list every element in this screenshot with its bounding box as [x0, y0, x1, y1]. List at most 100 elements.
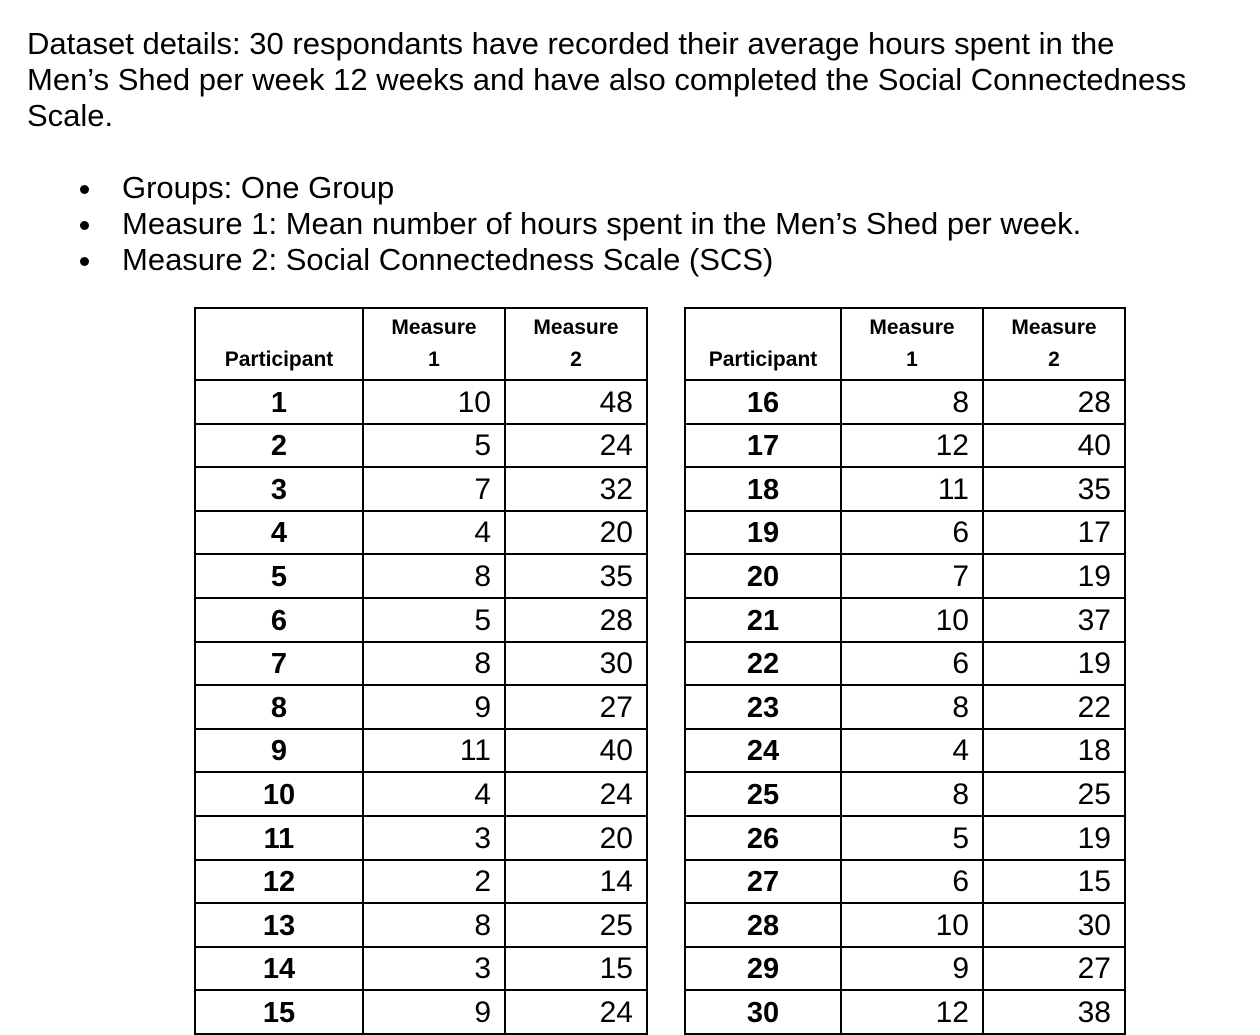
measure-value-cell: 7	[362, 466, 506, 512]
measure-value-cell: 15	[982, 858, 1126, 905]
measure-value-cell: 27	[504, 684, 648, 730]
measure1-header-line2: 1	[906, 348, 918, 371]
measure2-column-header: Measure 2	[504, 307, 648, 381]
measure-value-cell: 35	[504, 553, 648, 599]
participant-id-cell: 27	[684, 858, 842, 905]
table-row: 9 11 40	[194, 727, 648, 774]
measure-value-cell: 14	[504, 858, 648, 905]
measure2-header-line1: Measure	[1011, 316, 1097, 339]
participant-id-cell: 8	[194, 684, 364, 730]
measure-value-cell: 4	[362, 771, 506, 817]
measure-value-cell: 6	[840, 509, 984, 556]
measure1-header-line1: Measure	[391, 316, 477, 339]
participant-id-cell: 17	[684, 422, 842, 469]
measure-value-cell: 15	[504, 945, 648, 992]
measure-value-cell: 8	[840, 379, 984, 425]
measure-value-cell: 24	[504, 422, 648, 469]
measure-value-cell: 32	[504, 466, 648, 512]
measure-value-cell: 8	[362, 553, 506, 599]
table-row: 17 12 40	[684, 422, 1126, 469]
measure-value-cell: 20	[504, 814, 648, 861]
measure-value-cell: 6	[840, 858, 984, 905]
measure1-header-line2: 1	[428, 348, 440, 371]
measure-value-cell: 19	[982, 640, 1126, 687]
table-row: 11 3 20	[194, 814, 648, 861]
measure-value-cell: 18	[982, 727, 1126, 774]
measure-value-cell: 28	[982, 379, 1126, 425]
bullet-list: Groups: One Group Measure 1: Mean number …	[80, 170, 1260, 278]
measure-value-cell: 48	[504, 379, 648, 425]
measure-value-cell: 10	[840, 902, 984, 948]
participant-id-cell: 3	[194, 466, 364, 512]
measure-value-cell: 8	[362, 640, 506, 687]
measure2-header-line2: 2	[1048, 348, 1060, 371]
measure1-column-header: Measure 1	[362, 307, 506, 381]
table-row: 28 10 30	[684, 902, 1126, 948]
table-row: 25 8 25	[684, 771, 1126, 817]
table-row: 8 9 27	[194, 684, 648, 730]
measure-value-cell: 6	[840, 640, 984, 687]
measure-value-cell: 25	[504, 902, 648, 948]
measure-value-cell: 25	[982, 771, 1126, 817]
measure2-header-line1: Measure	[533, 316, 619, 339]
dataset-details-paragraph: Dataset details: 30 respondants have rec…	[27, 26, 1260, 134]
participant-id-cell: 12	[194, 858, 364, 905]
participant-table-left: Participant Measure 1 Measure 2 1 10 48 2 5 2…	[194, 307, 648, 1035]
participant-id-cell: 24	[684, 727, 842, 774]
participant-id-cell: 23	[684, 684, 842, 730]
bullet-item: Measure 2: Social Connectedness Scale (S…	[80, 242, 1260, 278]
table-row: 29 9 27	[684, 945, 1126, 992]
table-row: 16 8 28	[684, 379, 1126, 425]
measure-value-cell: 40	[982, 422, 1126, 469]
measure1-header-line1: Measure	[869, 316, 955, 339]
table-right-header: Participant Measure 1 Measure 2	[684, 307, 1126, 381]
table-row: 6 5 28	[194, 596, 648, 643]
measure-value-cell: 27	[982, 945, 1126, 992]
measure-value-cell: 24	[504, 771, 648, 817]
measure-value-cell: 9	[840, 945, 984, 992]
participant-id-cell: 20	[684, 553, 842, 599]
measure-value-cell: 35	[982, 466, 1126, 512]
measure-value-cell: 19	[982, 553, 1126, 599]
header-row: Participant Measure 1 Measure 2	[194, 307, 648, 381]
measure-value-cell: 24	[504, 989, 648, 1035]
table-row: 14 3 15	[194, 945, 648, 992]
measure-value-cell: 5	[362, 596, 506, 643]
measure1-column-header: Measure 1	[840, 307, 984, 381]
measure-value-cell: 8	[840, 684, 984, 730]
participant-column-header: Participant	[194, 307, 364, 381]
table-left-header: Participant Measure 1 Measure 2	[194, 307, 648, 381]
measure-value-cell: 10	[840, 596, 984, 643]
table-row: 24 4 18	[684, 727, 1126, 774]
table-row: 7 8 30	[194, 640, 648, 687]
participant-id-cell: 18	[684, 466, 842, 512]
table-right-body: 16 8 28 17 12 40 18 11 35 19 6 17 20 7 19 21 10 37 22 6 19 23…	[684, 379, 1126, 1035]
measure-value-cell: 12	[840, 422, 984, 469]
participant-id-cell: 13	[194, 902, 364, 948]
participant-id-cell: 2	[194, 422, 364, 469]
measure-value-cell: 4	[840, 727, 984, 774]
measure-value-cell: 12	[840, 989, 984, 1035]
participant-column-header: Participant	[684, 307, 842, 381]
measure-value-cell: 9	[362, 989, 506, 1035]
table-row: 22 6 19	[684, 640, 1126, 687]
participant-id-cell: 11	[194, 814, 364, 861]
measure-value-cell: 30	[504, 640, 648, 687]
measure-value-cell: 40	[504, 727, 648, 774]
tables-container: Participant Measure 1 Measure 2 1 10 48 2 5 2…	[194, 307, 1260, 1035]
table-row: 2 5 24	[194, 422, 648, 469]
participant-id-cell: 5	[194, 553, 364, 599]
measure-value-cell: 5	[362, 422, 506, 469]
table-row: 30 12 38	[684, 989, 1126, 1035]
measure-value-cell: 38	[982, 989, 1126, 1035]
participant-id-cell: 1	[194, 379, 364, 425]
measure-value-cell: 37	[982, 596, 1126, 643]
measure-value-cell: 7	[840, 553, 984, 599]
participant-id-cell: 28	[684, 902, 842, 948]
table-left-body: 1 10 48 2 5 24 3 7 32 4 4 20 5 8 35 6 5 28 7 8 30 8 9 27 9 11 40 10…	[194, 379, 648, 1035]
table-row: 26 5 19	[684, 814, 1126, 861]
table-row: 1 10 48	[194, 379, 648, 425]
participant-id-cell: 16	[684, 379, 842, 425]
table-row: 4 4 20	[194, 509, 648, 556]
